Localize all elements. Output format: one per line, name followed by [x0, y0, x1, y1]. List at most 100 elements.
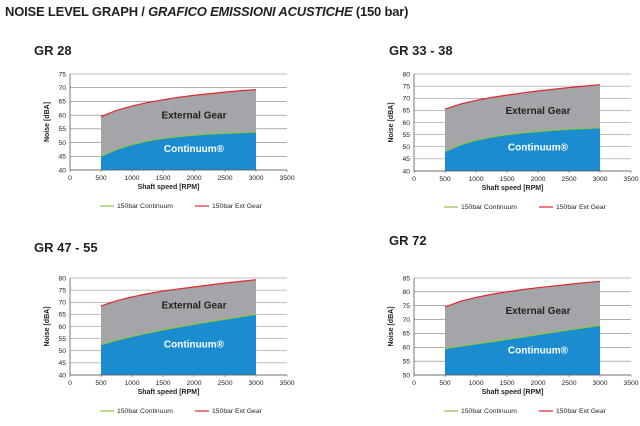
x-tick-label: 0 — [412, 176, 416, 183]
x-tick-label: 0 — [412, 380, 416, 387]
x-tick-label: 1000 — [468, 380, 483, 387]
x-tick-label: 2500 — [217, 175, 232, 182]
x-tick-label: 1500 — [155, 175, 170, 182]
y-tick-label: 40 — [58, 372, 66, 379]
annotation-continuum: Continuum® — [508, 142, 569, 153]
x-tick-label: 0 — [68, 380, 72, 387]
annotation-continuum: Continuum® — [164, 340, 225, 351]
y-tick-label: 60 — [402, 120, 410, 127]
y-tick-label: 65 — [58, 99, 66, 106]
page-title-suffix: (150 bar) — [352, 4, 409, 19]
chart-title-gr33-38: GR 33 - 38 — [389, 43, 453, 58]
x-tick-label: 3500 — [279, 175, 294, 182]
x-tick-label: 0 — [68, 175, 72, 182]
annotation-continuum: Continuum® — [508, 346, 569, 357]
y-tick-label: 50 — [402, 144, 410, 151]
series-line-continuum — [100, 131, 257, 157]
area-ext-gear — [445, 84, 600, 152]
area-continuum — [101, 132, 256, 170]
y-tick-label: 40 — [402, 168, 410, 175]
x-tick-label: 500 — [95, 380, 107, 387]
x-tick-label: 3000 — [592, 380, 607, 387]
legend-label-continuum: 150bar Continuum — [117, 408, 173, 415]
y-tick-label: 60 — [58, 112, 66, 119]
x-tick-label: 3000 — [592, 176, 607, 183]
x-tick-label: 2000 — [186, 175, 201, 182]
x-axis-label: Shaft speed [RPM] — [138, 389, 200, 396]
legend-label-ext-gear: 150bar Ext Gear — [556, 204, 607, 211]
y-tick-label: 55 — [402, 132, 410, 139]
y-tick-label: 40 — [58, 167, 66, 174]
x-axis-label: Shaft speed [RPM] — [138, 184, 200, 191]
x-tick-label: 500 — [439, 380, 451, 387]
series-line-ext-gear — [100, 279, 257, 307]
y-tick-label: 75 — [402, 303, 410, 310]
series-line-continuum — [444, 324, 601, 350]
x-tick-label: 500 — [95, 175, 107, 182]
legend-label-continuum: 150bar Continuum — [117, 203, 173, 210]
x-tick-label: 2000 — [186, 380, 201, 387]
y-tick-label: 60 — [402, 345, 410, 352]
chart-title-gr47-55: GR 47 - 55 — [34, 240, 98, 255]
annotation-external-gear: External Gear — [161, 301, 226, 312]
x-tick-label: 3500 — [279, 380, 294, 387]
chart-gr28: 40 45 50 55 60 65 70 75 0 500 1000 1500 2000 2500 3000… — [44, 71, 295, 210]
y-tick-label: 50 — [402, 372, 410, 379]
y-tick-label: 65 — [402, 331, 410, 338]
y-tick-label: 55 — [402, 358, 410, 365]
x-tick-label: 2500 — [561, 380, 576, 387]
y-tick-label: 75 — [58, 287, 66, 294]
series-line-continuum — [444, 127, 601, 153]
page-title-italic: GRAFICO EMISSIONI ACUSTICHE — [148, 4, 353, 19]
x-tick-label: 1500 — [155, 380, 170, 387]
y-axis-label: Noise [dBA] — [388, 102, 395, 142]
x-tick-label: 3500 — [623, 380, 638, 387]
x-tick-label: 3000 — [248, 175, 263, 182]
x-tick-label: 1500 — [499, 380, 514, 387]
area-ext-gear — [101, 89, 256, 157]
chart-gr47-55: 40 45 50 55 60 65 70 75 80 0 500 1000 1500 2000 2500 30… — [44, 275, 295, 415]
page-title: NOISE LEVEL GRAPH / GRAFICO EMISSIONI AC… — [5, 4, 408, 19]
series-line-ext-gear — [100, 89, 257, 118]
page-title-main: NOISE LEVEL GRAPH / — [5, 4, 149, 19]
x-axis-label: Shaft speed [RPM] — [482, 389, 544, 396]
y-tick-label: 80 — [402, 289, 410, 296]
chart-gr72: 50 55 60 65 70 75 80 85 0 500 1000 1500 2000 2500 3000… — [388, 275, 639, 415]
legend-label-ext-gear: 150bar Ext Gear — [212, 203, 263, 210]
y-axis-label: Noise [dBA] — [44, 306, 51, 346]
y-tick-label: 65 — [58, 312, 66, 319]
x-tick-label: 3500 — [623, 176, 638, 183]
y-axis-label: Noise [dBA] — [44, 102, 51, 142]
legend-label-ext-gear: 150bar Ext Gear — [212, 408, 263, 415]
chart-gr33-38: 40 45 50 55 60 65 70 75 80 0 500 1000 1500 2000 2500 30… — [388, 71, 639, 211]
legend-label-continuum: 150bar Continuum — [461, 408, 517, 415]
y-tick-label: 70 — [58, 85, 66, 92]
y-tick-label: 45 — [402, 156, 410, 163]
x-tick-label: 1000 — [124, 175, 139, 182]
x-tick-label: 3000 — [248, 380, 263, 387]
y-tick-label: 50 — [58, 348, 66, 355]
y-tick-label: 70 — [402, 96, 410, 103]
annotation-external-gear: External Gear — [505, 106, 570, 117]
y-tick-label: 80 — [58, 275, 66, 282]
series-line-ext-gear — [444, 280, 601, 308]
x-tick-label: 2000 — [530, 176, 545, 183]
y-tick-label: 75 — [58, 71, 66, 78]
annotation-continuum: Continuum® — [164, 144, 225, 155]
annotation-external-gear: External Gear — [161, 110, 226, 121]
area-ext-gear — [445, 281, 600, 349]
x-tick-label: 1000 — [124, 380, 139, 387]
x-tick-label: 1500 — [499, 176, 514, 183]
x-tick-label: 2500 — [561, 176, 576, 183]
y-tick-label: 45 — [58, 360, 66, 367]
y-tick-label: 55 — [58, 126, 66, 133]
y-tick-label: 70 — [402, 317, 410, 324]
y-tick-label: 50 — [58, 140, 66, 147]
y-tick-label: 60 — [58, 324, 66, 331]
y-axis-label: Noise [dBA] — [388, 306, 395, 346]
x-tick-label: 1000 — [468, 176, 483, 183]
annotation-external-gear: External Gear — [505, 306, 570, 317]
y-tick-label: 80 — [402, 71, 410, 78]
area-continuum — [101, 314, 256, 375]
chart-title-gr28: GR 28 — [34, 43, 72, 58]
